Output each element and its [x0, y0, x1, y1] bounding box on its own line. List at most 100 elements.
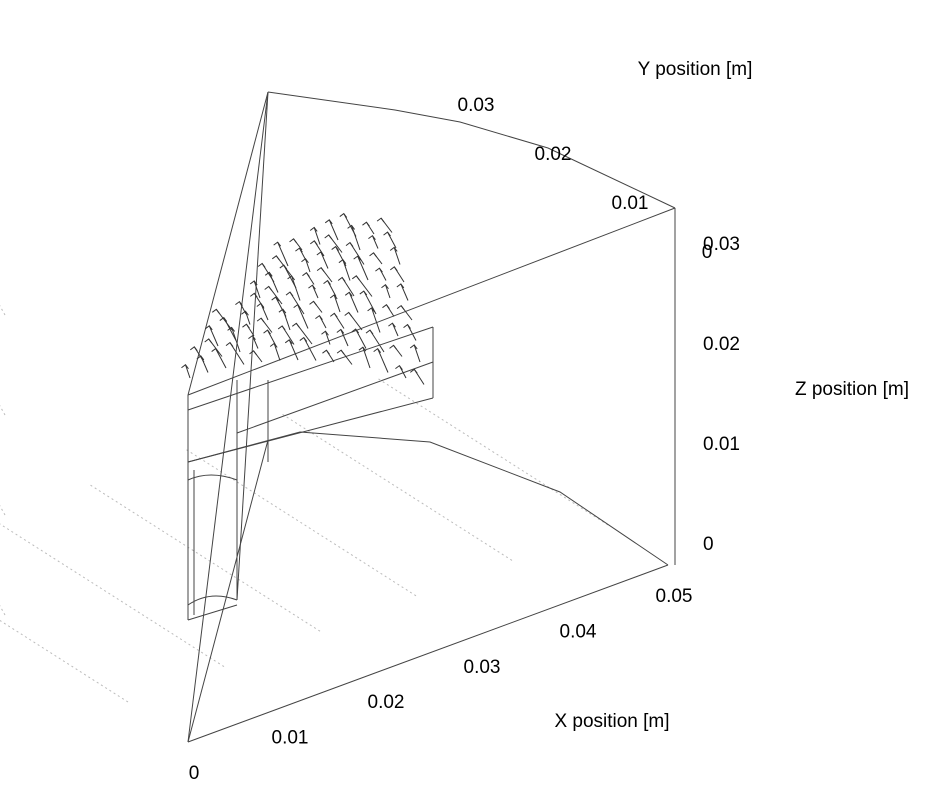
arrow-head — [390, 267, 397, 271]
y-axis-label: Y position [m] — [638, 59, 753, 80]
chart: X position [m] Y position [m] Z position… — [0, 0, 943, 793]
arrow-head — [278, 326, 285, 330]
edge — [237, 92, 268, 600]
vector-arrow — [274, 343, 280, 360]
arrow-head — [410, 345, 417, 349]
x-tick-label: 0.03 — [464, 657, 501, 678]
z-tick-label: 0.02 — [703, 334, 740, 355]
vector-field — [181, 214, 424, 385]
x-axis-label: X position [m] — [554, 711, 669, 732]
arrow-head — [310, 301, 317, 305]
arrow-head — [310, 227, 317, 231]
vector-arrow — [289, 340, 298, 360]
arrow-head — [330, 313, 337, 317]
edge — [188, 398, 433, 462]
vector-arrow — [401, 284, 408, 301]
arrow-head — [382, 305, 389, 309]
edge — [188, 92, 268, 742]
vector-arrow — [378, 349, 388, 373]
arrow-head — [317, 268, 324, 272]
arrow-head — [258, 263, 265, 267]
z-tick-label: 0.01 — [703, 434, 740, 455]
arrow-head — [272, 256, 279, 260]
x-tick-label: 0.04 — [560, 621, 597, 642]
arrow-head — [325, 220, 332, 224]
arrow-head — [330, 295, 337, 299]
vector-arrow — [363, 347, 370, 368]
vector-arrow — [305, 259, 310, 272]
vector-arrow — [276, 297, 286, 316]
arrow-head — [390, 247, 397, 251]
arrow-head — [337, 329, 344, 333]
vector-arrow — [372, 308, 380, 333]
grid-line — [185, 449, 416, 596]
arrow-head — [390, 345, 397, 349]
arrow-head — [300, 338, 307, 342]
vector-arrow — [216, 349, 226, 368]
vector-arrow — [385, 285, 390, 298]
vector-arrow — [321, 252, 328, 269]
arrow-head — [322, 350, 329, 354]
vector-arrow — [394, 247, 400, 264]
vector-arrow — [185, 365, 190, 378]
vector-arrow — [298, 305, 308, 329]
arrow-head — [370, 253, 377, 257]
arrow-head — [257, 318, 264, 322]
arrow-head — [190, 347, 197, 351]
arrow-head — [290, 239, 297, 243]
arrow-head — [352, 276, 359, 280]
edge — [188, 208, 675, 395]
arrow-head — [337, 350, 344, 354]
arrow-head — [377, 218, 384, 222]
arrow-head — [310, 241, 317, 245]
arrow-head — [325, 235, 332, 239]
arrow-head — [315, 316, 322, 320]
arrow-head — [248, 336, 255, 340]
arrow-head — [235, 302, 242, 306]
vector-arrow — [209, 326, 218, 346]
z-axis-label: Z position [m] — [795, 379, 909, 400]
grid-line — [0, 565, 5, 615]
vector-arrow — [336, 247, 346, 266]
arrow-head — [374, 349, 381, 353]
arrow-head — [388, 323, 395, 327]
vector-arrow — [278, 242, 288, 266]
grid-line — [377, 378, 608, 525]
arrow-head — [205, 339, 212, 343]
arrow-head — [366, 330, 373, 334]
arrow-head — [384, 232, 391, 236]
grid-line — [0, 465, 5, 515]
edge — [188, 92, 268, 395]
arrow-head — [321, 331, 328, 335]
arrow-head — [381, 285, 388, 289]
edge — [188, 475, 237, 620]
arrow-head — [346, 243, 353, 247]
vector-arrow — [414, 345, 420, 362]
arrow-head — [302, 273, 309, 277]
arrow-head — [212, 309, 219, 313]
arrow-head — [360, 291, 367, 295]
grid-line — [281, 413, 512, 560]
arrow-head — [345, 312, 352, 316]
grid-line — [0, 265, 5, 315]
arrow-head — [226, 343, 233, 347]
x-tick-label: 0.01 — [272, 728, 309, 749]
grid-line — [0, 520, 224, 667]
arrow-head — [338, 277, 345, 281]
z-tick-label: 0.03 — [703, 234, 740, 255]
arrow-head — [404, 325, 411, 329]
geometry — [188, 92, 675, 742]
arrow-head — [362, 222, 369, 226]
x-tick-label: 0.02 — [368, 692, 405, 713]
vector-arrow — [341, 329, 348, 346]
arrow-head — [395, 366, 402, 370]
grid-line — [0, 365, 5, 415]
vector-arrow — [334, 295, 340, 312]
arrow-head — [368, 236, 375, 240]
z-tick-label: 0 — [703, 534, 714, 555]
arrow-head — [397, 284, 404, 288]
grid — [0, 265, 608, 702]
y-tick-label: 0.02 — [535, 144, 572, 165]
y-tick-label: 0.01 — [612, 193, 649, 214]
vector-arrow — [344, 214, 356, 237]
